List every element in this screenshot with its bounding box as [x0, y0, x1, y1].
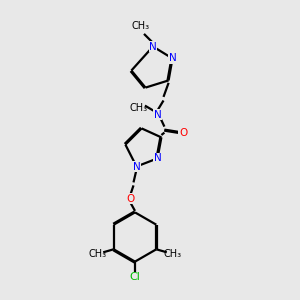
Text: N: N [154, 153, 161, 164]
Text: N: N [149, 41, 157, 52]
Text: O: O [179, 128, 187, 139]
Text: N: N [154, 110, 161, 120]
Text: CH₃: CH₃ [130, 103, 148, 113]
Text: CH₃: CH₃ [88, 249, 106, 259]
Text: O: O [126, 194, 135, 204]
Text: N: N [169, 53, 176, 64]
Text: Cl: Cl [130, 272, 140, 283]
Text: CH₃: CH₃ [164, 249, 182, 259]
Text: CH₃: CH₃ [131, 21, 149, 31]
Text: N: N [133, 161, 140, 172]
